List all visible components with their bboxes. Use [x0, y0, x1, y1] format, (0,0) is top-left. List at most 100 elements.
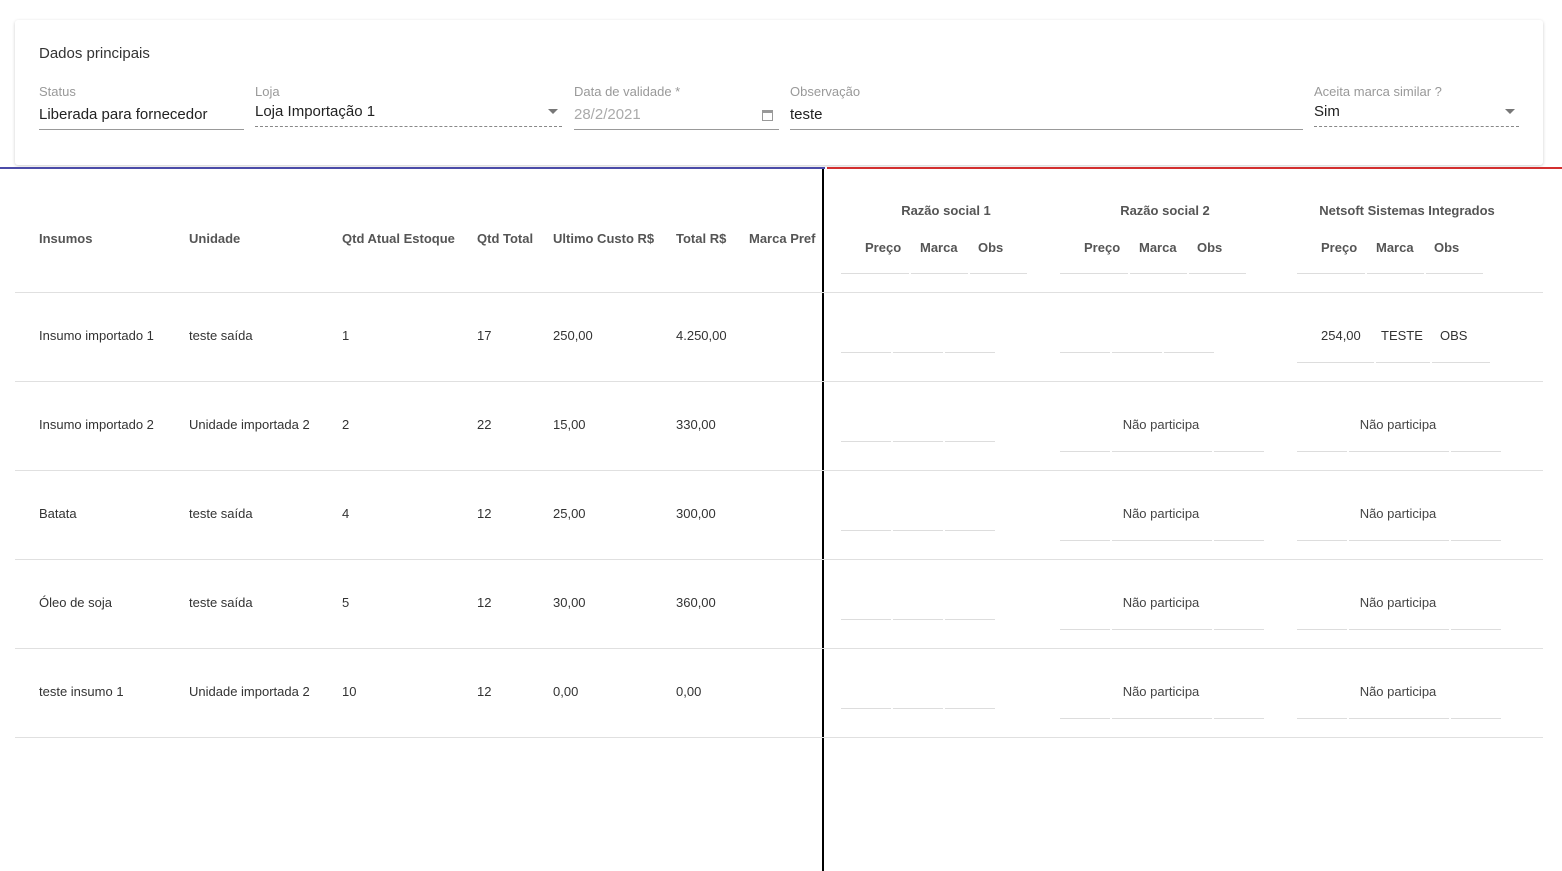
header-underline — [970, 273, 1027, 274]
row-divider — [15, 292, 1543, 293]
empty-quote-input[interactable] — [893, 441, 943, 442]
table-cell-unidade: Unidade importada 2 — [189, 417, 310, 432]
header-underline — [1367, 273, 1424, 274]
empty-quote-input[interactable] — [841, 441, 891, 442]
disabled-quote-input — [1060, 540, 1110, 541]
empty-quote-input[interactable] — [893, 352, 943, 353]
table-cell-qtd-atual-estoque: 1 — [342, 328, 350, 343]
status-label: Status — [39, 84, 76, 99]
empty-quote-input[interactable] — [841, 708, 891, 709]
disabled-quote-input — [1349, 718, 1449, 719]
table-cell-ultimo-custo: 30,00 — [553, 595, 586, 610]
header-marca-pref[interactable]: Marca Pref — [749, 231, 816, 246]
empty-quote-input[interactable] — [945, 619, 995, 620]
header-qtd-total[interactable]: Qtd Total — [477, 231, 534, 246]
quote-input-underline[interactable] — [1297, 362, 1374, 363]
main-data-card: Dados principais Status Liberada para fo… — [15, 20, 1543, 165]
table-cell-insumos: Óleo de soja — [39, 595, 112, 610]
supplier-header: Razão social 1 — [901, 203, 991, 218]
nao-participa-label: Não participa — [1122, 417, 1200, 432]
empty-quote-input[interactable] — [841, 530, 891, 531]
nao-participa-label: Não participa — [1122, 595, 1200, 610]
disabled-quote-input — [1214, 540, 1264, 541]
disabled-quote-input — [1451, 718, 1501, 719]
header-qtd-atual-estoque[interactable]: Qtd Atual Estoque — [342, 231, 455, 246]
disabled-quote-input — [1451, 451, 1501, 452]
table-cell-qtd-total: 17 — [477, 328, 492, 343]
header-underline — [1426, 273, 1483, 274]
left-panel-indicator — [0, 167, 825, 169]
data-validade-label: Data de validade * — [574, 84, 681, 99]
quote-obs[interactable]: OBS — [1440, 328, 1468, 343]
empty-quote-input[interactable] — [1060, 352, 1110, 353]
table-cell-qtd-total: 12 — [477, 595, 492, 610]
table-split-divider[interactable] — [822, 169, 824, 871]
disabled-quote-input — [1451, 629, 1501, 630]
empty-quote-input[interactable] — [945, 530, 995, 531]
quote-input-underline[interactable] — [1376, 362, 1430, 363]
disabled-quote-input — [1112, 451, 1212, 452]
empty-quote-input[interactable] — [945, 708, 995, 709]
table-cell-qtd-atual-estoque: 4 — [342, 506, 350, 521]
empty-quote-input[interactable] — [893, 708, 943, 709]
aceita-marca-value: Sim — [1314, 103, 1340, 120]
table-cell-total: 360,00 — [676, 595, 716, 610]
aceita-marca-label: Aceita marca similar ? — [1314, 84, 1442, 99]
table-cell-qtd-atual-estoque: 5 — [342, 595, 350, 610]
empty-quote-input[interactable] — [945, 352, 995, 353]
table-cell-total: 330,00 — [676, 417, 716, 432]
quote-input-underline[interactable] — [1432, 362, 1490, 363]
table-cell-ultimo-custo: 15,00 — [553, 417, 586, 432]
observacao-input[interactable]: teste — [790, 106, 1303, 130]
right-panel-indicator — [827, 167, 1562, 169]
disabled-quote-input — [1112, 718, 1212, 719]
observacao-label: Observação — [790, 84, 861, 99]
sub-header-marca: Marca — [920, 240, 958, 255]
disabled-quote-input — [1112, 629, 1212, 630]
header-total[interactable]: Total R$ — [676, 231, 727, 246]
empty-quote-input[interactable] — [841, 352, 891, 353]
table-cell-ultimo-custo: 25,00 — [553, 506, 586, 521]
sub-header-preco: Preço — [1321, 240, 1358, 255]
header-unidade[interactable]: Unidade — [189, 231, 241, 246]
supplier-header: Netsoft Sistemas Integrados — [1319, 203, 1495, 218]
disabled-quote-input — [1214, 718, 1264, 719]
disabled-quote-input — [1060, 451, 1110, 452]
table-cell-unidade: teste saída — [189, 595, 253, 610]
table-cell-unidade: teste saída — [189, 506, 253, 521]
header-underline — [1189, 273, 1246, 274]
row-divider — [15, 381, 1543, 382]
empty-quote-input[interactable] — [945, 441, 995, 442]
disabled-quote-input — [1214, 451, 1264, 452]
table-cell-ultimo-custo: 0,00 — [553, 684, 579, 699]
status-field[interactable]: Liberada para fornecedor — [39, 106, 244, 130]
table-cell-insumos: teste insumo 1 — [39, 684, 124, 699]
table-cell-qtd-atual-estoque: 10 — [342, 684, 357, 699]
sub-header-marca: Marca — [1139, 240, 1177, 255]
quote-marca[interactable]: TESTE — [1381, 328, 1423, 343]
empty-quote-input[interactable] — [841, 619, 891, 620]
header-insumos[interactable]: Insumos — [39, 231, 93, 246]
card-title: Dados principais — [39, 45, 150, 62]
quote-preco[interactable]: 254,00 — [1321, 328, 1361, 343]
sub-header-obs: Obs — [1434, 240, 1460, 255]
loja-label: Loja — [255, 84, 280, 99]
table-cell-ultimo-custo: 250,00 — [553, 328, 593, 343]
header-underline — [1297, 273, 1365, 274]
disabled-quote-input — [1214, 629, 1264, 630]
table-cell-insumos: Insumo importado 2 — [39, 417, 154, 432]
empty-quote-input[interactable] — [893, 530, 943, 531]
table-cell-insumos: Batata — [39, 506, 77, 521]
nao-participa-label: Não participa — [1122, 506, 1200, 521]
row-divider — [15, 737, 1543, 738]
sub-header-preco: Preço — [865, 240, 902, 255]
header-ultimo-custo[interactable]: Ultimo Custo R$ — [553, 231, 655, 246]
empty-quote-input[interactable] — [1112, 352, 1162, 353]
loja-value: Loja Importação 1 — [255, 103, 376, 120]
empty-quote-input[interactable] — [1164, 352, 1214, 353]
aceita-marca-select[interactable]: Sim — [1314, 103, 1519, 127]
calendar-icon[interactable] — [762, 110, 773, 121]
loja-select[interactable]: Loja Importação 1 — [255, 103, 562, 127]
data-validade-field[interactable]: 28/2/2021 — [574, 106, 779, 130]
empty-quote-input[interactable] — [893, 619, 943, 620]
